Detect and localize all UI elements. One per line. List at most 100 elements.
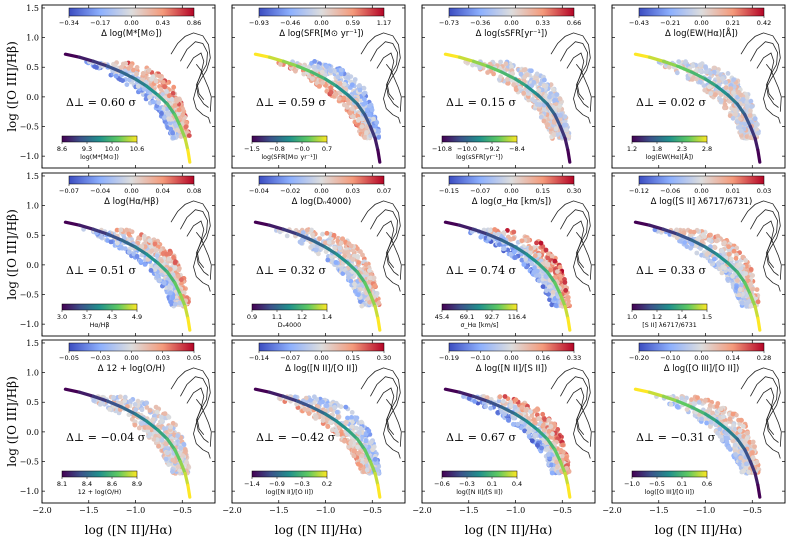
data-point xyxy=(492,227,498,232)
data-point xyxy=(171,84,177,90)
data-point xyxy=(354,425,359,431)
data-point xyxy=(168,120,173,126)
contour-line xyxy=(385,232,402,280)
data-point xyxy=(156,443,162,449)
colorbar-tick-label: 0.33 xyxy=(536,19,550,27)
data-point xyxy=(498,74,503,79)
data-point xyxy=(108,239,114,245)
data-point xyxy=(325,424,331,429)
data-point xyxy=(356,260,362,265)
data-point xyxy=(372,283,378,289)
data-point xyxy=(510,71,516,77)
data-point xyxy=(684,244,690,250)
top-colorbar-label: Δ log(sSFR[yr⁻¹]) xyxy=(476,29,548,39)
colorbar-tick-label: 2.3 xyxy=(677,145,687,153)
data-point xyxy=(555,132,560,138)
top-colorbar xyxy=(448,175,575,185)
top-colorbar-label: Δ log(Dₙ4000) xyxy=(292,197,352,207)
ridge-line-segment xyxy=(355,270,367,285)
data-point xyxy=(367,299,373,305)
data-point xyxy=(548,82,554,88)
data-point xyxy=(366,428,372,434)
data-point xyxy=(706,237,712,243)
data-point xyxy=(529,83,535,89)
contour-line xyxy=(550,367,591,459)
colorbar-tick-label: 8.6 xyxy=(57,145,67,153)
data-point xyxy=(529,261,535,267)
data-point xyxy=(145,257,151,262)
data-point xyxy=(691,229,697,235)
data-point xyxy=(543,247,549,253)
data-point xyxy=(170,457,176,463)
top-colorbar xyxy=(638,7,765,17)
data-point xyxy=(299,237,305,243)
colorbar-tick-label: −0.93 xyxy=(249,19,269,27)
contour-line xyxy=(575,64,592,112)
data-point xyxy=(367,103,372,109)
ridge-line-segment xyxy=(633,52,652,59)
colorbar-tick-label: −0.12 xyxy=(629,187,649,195)
data-point xyxy=(122,394,128,400)
ridge-line-segment xyxy=(368,124,377,140)
contour-line xyxy=(765,64,782,112)
data-point xyxy=(504,76,510,82)
ridge-line-segment xyxy=(105,399,124,409)
ridge-line-segment xyxy=(145,419,160,432)
data-point xyxy=(545,122,551,128)
data-point xyxy=(304,227,310,233)
data-point xyxy=(536,252,542,258)
colorbar-tick-label: 0.00 xyxy=(694,187,708,195)
y-tick-label: 0.5 xyxy=(26,398,39,407)
ridge-line-segment xyxy=(647,223,666,231)
ridge-line-segment xyxy=(368,292,377,308)
data-point xyxy=(517,85,523,91)
bottom-colorbar-label: [S II] λ6717/6731 xyxy=(642,322,697,329)
data-point xyxy=(749,104,755,109)
data-point xyxy=(284,233,290,239)
data-point xyxy=(565,295,570,300)
colorbar-tick-label: −8.4 xyxy=(509,145,525,153)
data-point xyxy=(174,127,180,133)
y-tick-label: 1.0 xyxy=(26,34,39,43)
data-point xyxy=(172,265,178,270)
data-point xyxy=(725,71,731,76)
data-point xyxy=(720,76,725,81)
delta-perp-label: Δ⊥ = 0.33 σ xyxy=(636,264,706,277)
data-point xyxy=(561,122,567,128)
colorbar-tick-label: −0.46 xyxy=(280,19,300,27)
scatter-cloud xyxy=(652,227,761,309)
data-point xyxy=(184,459,189,465)
ridge-line-segment xyxy=(743,113,753,129)
data-point xyxy=(744,104,750,110)
data-point xyxy=(534,71,540,77)
y-tick-label: 1.5 xyxy=(26,339,39,348)
data-point xyxy=(348,243,354,249)
bottom-colorbar-label: 12 + log(O/H) xyxy=(78,489,122,496)
data-point xyxy=(98,234,104,240)
ridge-line-segment xyxy=(63,220,82,227)
data-point xyxy=(557,264,563,270)
colorbar-tick-label: 2.8 xyxy=(702,145,712,153)
contour-line xyxy=(575,232,592,280)
scatter-cloud xyxy=(276,59,381,141)
contour-line xyxy=(370,41,399,108)
data-point xyxy=(146,67,152,73)
data-point xyxy=(371,275,377,281)
data-point xyxy=(325,257,331,263)
data-point xyxy=(698,246,703,251)
y-tick-label: 0.0 xyxy=(26,261,39,270)
data-point xyxy=(731,77,736,82)
colorbar-tick-label: 0.15 xyxy=(536,187,550,195)
data-point xyxy=(705,250,711,256)
data-point xyxy=(557,103,563,109)
ridge-line-segment xyxy=(105,232,124,242)
data-point xyxy=(747,113,753,118)
ridge-line-segment xyxy=(335,419,350,432)
data-point xyxy=(543,274,548,279)
data-point xyxy=(548,267,553,273)
data-point xyxy=(320,80,326,86)
ridge-line-segment xyxy=(525,84,540,97)
colorbar-tick-label: 0.86 xyxy=(187,19,201,27)
data-point xyxy=(154,273,160,279)
y-tick-label: 0.5 xyxy=(26,63,39,72)
